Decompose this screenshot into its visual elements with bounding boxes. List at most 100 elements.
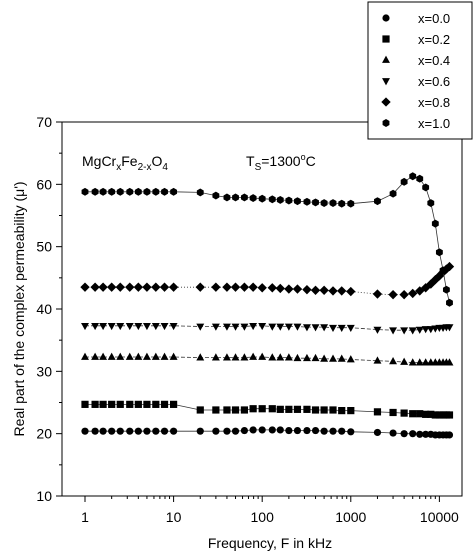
legend-label: x=0.0 <box>418 11 450 26</box>
data-point <box>108 187 116 196</box>
temp-unit: C <box>306 153 316 169</box>
legend-box <box>367 1 473 140</box>
y-tick-label: 20 <box>36 426 52 442</box>
x-tick-label: 1 <box>81 509 89 525</box>
data-point <box>240 323 249 331</box>
data-point <box>152 400 160 408</box>
data-point <box>143 400 151 408</box>
legend-label: x=0.6 <box>418 74 450 89</box>
data-point <box>276 426 284 434</box>
data-point <box>168 282 179 292</box>
data-point <box>294 197 301 206</box>
data-point <box>267 283 277 293</box>
data-point <box>240 426 249 435</box>
data-point <box>347 428 355 436</box>
data-point <box>195 282 205 292</box>
data-point <box>239 282 250 292</box>
data-point <box>389 429 397 437</box>
data-point <box>276 353 285 361</box>
data-point <box>108 400 116 408</box>
data-point <box>212 406 220 414</box>
series-line <box>85 175 450 303</box>
data-point <box>416 410 424 418</box>
formula-base-3: O <box>151 153 162 169</box>
data-point <box>133 282 144 292</box>
data-point <box>431 219 439 228</box>
series-x=0.0 <box>81 426 454 439</box>
series-line <box>85 325 450 331</box>
data-point <box>347 199 355 208</box>
data-point <box>337 324 346 333</box>
data-point <box>196 323 205 331</box>
x-tick-label: 10000 <box>420 509 459 525</box>
data-point <box>249 322 258 331</box>
temp-sup: o <box>301 152 306 162</box>
data-point <box>116 427 124 435</box>
data-point <box>293 353 302 362</box>
data-point <box>240 193 248 202</box>
data-point <box>81 400 89 408</box>
data-point <box>223 406 231 414</box>
data-point <box>161 187 168 196</box>
data-point <box>231 406 240 414</box>
data-point <box>415 358 424 366</box>
x-tick-label: 10 <box>166 509 182 525</box>
data-point <box>421 358 430 366</box>
data-point <box>258 194 266 203</box>
data-point <box>90 282 100 292</box>
data-point <box>268 405 276 413</box>
data-point <box>160 322 169 331</box>
data-point <box>268 353 277 361</box>
data-point <box>170 187 178 196</box>
data-point <box>373 408 382 416</box>
data-point <box>116 400 124 408</box>
data-point <box>320 199 328 207</box>
data-point <box>310 285 321 295</box>
data-point <box>444 261 455 272</box>
legend-marker <box>382 55 390 63</box>
data-point <box>169 400 178 408</box>
data-point <box>328 286 338 296</box>
data-point <box>442 285 450 294</box>
formula-base-2: Fe <box>121 153 138 169</box>
data-point <box>222 323 231 331</box>
data-point <box>134 187 142 196</box>
data-point <box>81 187 89 196</box>
data-point <box>258 322 267 331</box>
data-point <box>151 322 160 331</box>
data-point <box>99 400 107 408</box>
data-point <box>293 426 302 435</box>
data-point <box>231 427 240 435</box>
data-point <box>240 353 249 361</box>
data-point <box>142 322 151 331</box>
data-point <box>212 191 220 200</box>
data-point <box>134 352 143 360</box>
data-point <box>389 189 397 198</box>
data-point <box>346 355 355 363</box>
legend-marker <box>382 78 390 86</box>
data-point <box>400 430 408 438</box>
data-point <box>169 427 178 435</box>
data-point <box>91 427 99 435</box>
data-point <box>416 174 424 183</box>
data-point <box>268 426 276 434</box>
data-point <box>284 353 293 361</box>
data-point <box>338 199 346 208</box>
data-point <box>329 199 337 207</box>
y-tick-label: 70 <box>36 114 52 130</box>
data-point <box>329 354 337 362</box>
x-axis-label: Frequency, F in kHz <box>208 535 332 551</box>
data-point <box>249 352 258 360</box>
formula-sub-3: 4 <box>162 162 168 173</box>
data-point <box>276 405 284 413</box>
data-point <box>152 427 160 435</box>
data-point <box>222 282 232 292</box>
data-point <box>319 285 329 295</box>
data-point <box>99 352 108 360</box>
data-point <box>268 323 277 331</box>
data-point <box>125 282 135 292</box>
data-point <box>285 405 293 413</box>
legend-label: x=0.4 <box>418 53 450 68</box>
data-point <box>81 352 89 360</box>
data-point <box>311 406 320 414</box>
